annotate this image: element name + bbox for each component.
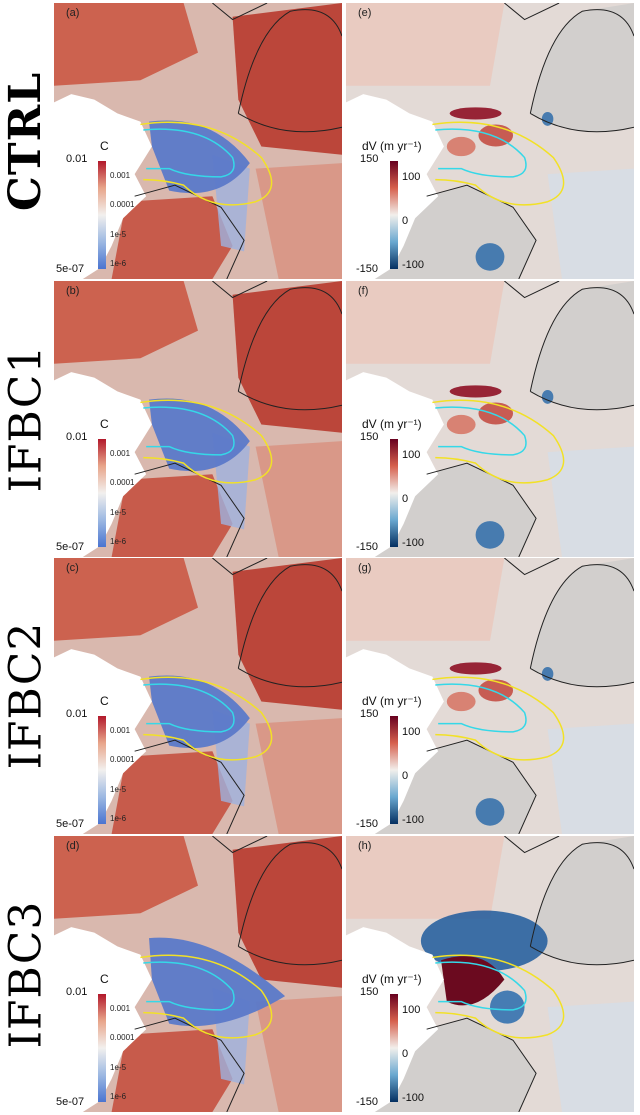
colorbar-right-tick: 0 (402, 493, 409, 505)
colorbar-right-tick: 0 (402, 1048, 409, 1060)
colorbar-right-tick: 100 (402, 1004, 421, 1016)
panel-right-ctrl: (e) dV (m yr⁻¹) 150 -150 100 0 -100 (346, 3, 634, 279)
panel-tag: (g) (358, 562, 372, 574)
colorbar-left-tick: 0.0001 (110, 755, 135, 765)
colorbar-left-tick: 1e-5 (110, 229, 127, 239)
colorbar-right (390, 161, 398, 269)
colorbar-left-top-label: 0.01 (66, 431, 88, 443)
panel-tag: (a) (66, 7, 80, 19)
colorbar-right-title: dV (m yr⁻¹) (362, 139, 422, 153)
colorbar-right (390, 994, 398, 1102)
colorbar-left-bottom-label: 5e-07 (56, 263, 85, 275)
colorbar-left-tick: 0.001 (110, 449, 131, 458)
row-label-ifbc3: IFBC3 (0, 836, 52, 1112)
colorbar-right-top-label: 150 (360, 986, 379, 998)
colorbar-right-top-label: 150 (360, 153, 379, 165)
colorbar-right-top-label: 150 (360, 431, 379, 443)
colorbar-right-tick: -100 (402, 537, 425, 549)
colorbar-right-title: dV (m yr⁻¹) (362, 694, 422, 708)
panel-right-ifbc3: (h) dV (m yr⁻¹) 150 -150 100 0 -100 (346, 836, 634, 1112)
panel-tag: (e) (358, 7, 372, 19)
panel-tag: (f) (358, 285, 369, 297)
colorbar-left-tick: 1e-6 (110, 259, 127, 268)
colorbar-right-bottom-label: -150 (356, 541, 379, 553)
colorbar-left-title: C (100, 694, 109, 708)
panel-left-ifbc2: (c) C 0.01 5e-07 0.001 0.0001 1e-5 1e-6 (54, 558, 342, 834)
colorbar-left (98, 994, 106, 1102)
colorbar-right-tick: -100 (402, 259, 425, 271)
row-label-ifbc2: IFBC2 (0, 559, 52, 831)
colorbar-right-top-label: 150 (360, 708, 379, 720)
colorbar-left-tick: 0.001 (110, 1004, 131, 1013)
colorbar-left-bottom-label: 5e-07 (56, 1096, 85, 1108)
panel-tag: (b) (66, 285, 80, 297)
colorbar-right-tick: -100 (402, 1092, 425, 1104)
row-label-ctrl: CTRL (0, 5, 52, 277)
row-label-ifbc1: IFBC1 (0, 282, 52, 554)
colorbar-left-tick: 0.0001 (110, 1033, 135, 1043)
panel-left-ctrl: (a) C 0.01 5e-07 0.001 0.0001 1e-5 1e-6 (54, 3, 342, 279)
colorbar-left (98, 439, 106, 547)
colorbar-left-tick: 0.001 (110, 171, 131, 180)
colorbar-right-bottom-label: -150 (356, 1096, 379, 1108)
colorbar-right-bottom-label: -150 (356, 818, 379, 830)
panel-right-ifbc2: (g) dV (m yr⁻¹) 150 -150 100 0 -100 (346, 558, 634, 834)
colorbar-right (390, 439, 398, 547)
row-label-text: IFBC3 (0, 900, 52, 1048)
colorbar-left-tick: 1e-5 (110, 507, 127, 517)
panel-left-ifbc1: (b) C 0.01 5e-07 0.001 0.0001 1e-5 1e-6 (54, 281, 342, 557)
row-label-text: IFBC2 (0, 621, 52, 769)
colorbar-left-bottom-label: 5e-07 (56, 818, 85, 830)
colorbar-right-tick: 0 (402, 770, 409, 782)
colorbar-left-tick: 1e-6 (110, 537, 127, 546)
colorbar-right-tick: 0 (402, 215, 409, 227)
colorbar-left-top-label: 0.01 (66, 708, 88, 720)
panel-tag: (c) (66, 562, 79, 574)
row-label-text: IFBC1 (0, 344, 52, 492)
colorbar-left (98, 161, 106, 269)
panel-tag: (d) (66, 840, 80, 852)
colorbar-right (390, 716, 398, 824)
colorbar-left-tick: 0.001 (110, 726, 131, 735)
colorbar-left-tick: 1e-5 (110, 784, 127, 794)
colorbar-left-top-label: 0.01 (66, 153, 88, 165)
colorbar-left-bottom-label: 5e-07 (56, 541, 85, 553)
colorbar-left-tick: 0.0001 (110, 200, 135, 210)
panel-right-ifbc1: (f) dV (m yr⁻¹) 150 -150 100 0 -100 (346, 281, 634, 557)
colorbar-left-tick: 0.0001 (110, 478, 135, 488)
colorbar-left-title: C (100, 417, 109, 431)
panel-left-ifbc3: (d) C 0.01 5e-07 0.001 0.0001 1e-5 1e-6 (54, 836, 342, 1112)
row-label-text: CTRL (0, 71, 52, 211)
colorbar-right-tick: 100 (402, 449, 421, 461)
colorbar-right-tick: -100 (402, 814, 425, 826)
colorbar-left-tick: 1e-6 (110, 814, 127, 823)
colorbar-left (98, 716, 106, 824)
colorbar-left-title: C (100, 139, 109, 153)
colorbar-left-title: C (100, 972, 109, 986)
colorbar-right-tick: 100 (402, 726, 421, 738)
colorbar-right-bottom-label: -150 (356, 263, 379, 275)
colorbar-right-tick: 100 (402, 171, 421, 183)
colorbar-left-top-label: 0.01 (66, 986, 88, 998)
colorbar-left-tick: 1e-6 (110, 1092, 127, 1101)
panel-tag: (h) (358, 840, 372, 852)
colorbar-right-title: dV (m yr⁻¹) (362, 972, 422, 986)
colorbar-left-tick: 1e-5 (110, 1062, 127, 1072)
colorbar-right-title: dV (m yr⁻¹) (362, 417, 422, 431)
